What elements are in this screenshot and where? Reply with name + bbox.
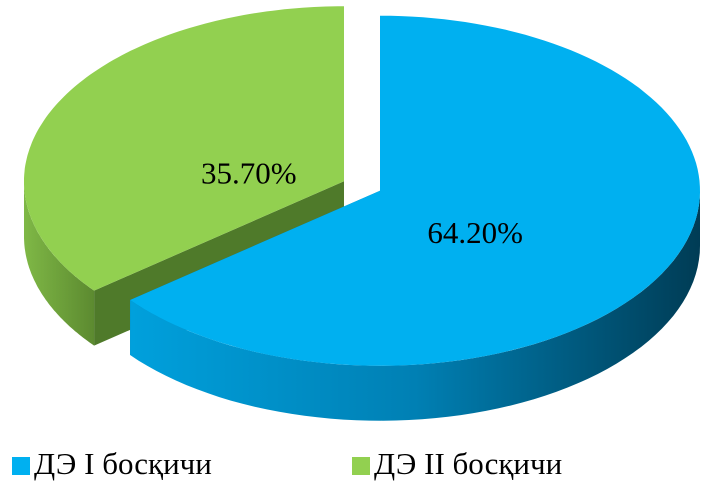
legend-label: ДЭ II босқичи xyxy=(374,446,562,481)
slice-side xyxy=(130,190,701,421)
slice-side xyxy=(24,181,95,346)
data-label: 64.20% xyxy=(427,215,523,250)
legend-label: ДЭ I босқичи xyxy=(34,446,212,481)
data-label: 35.70% xyxy=(201,155,297,190)
slice xyxy=(130,15,701,366)
legend-swatch xyxy=(12,457,30,475)
slice xyxy=(24,6,344,291)
legend-swatch xyxy=(352,457,370,475)
